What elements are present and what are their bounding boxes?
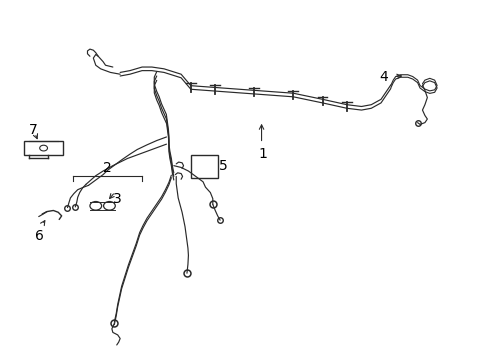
- Text: 3: 3: [113, 192, 122, 206]
- Text: 4: 4: [379, 71, 387, 85]
- Text: 7: 7: [29, 123, 38, 137]
- Text: 2: 2: [102, 161, 111, 175]
- Bar: [24, 141, 63, 155]
- Text: 1: 1: [258, 147, 266, 161]
- Text: 6: 6: [35, 229, 44, 243]
- Bar: [190, 155, 217, 178]
- Text: 5: 5: [219, 159, 227, 174]
